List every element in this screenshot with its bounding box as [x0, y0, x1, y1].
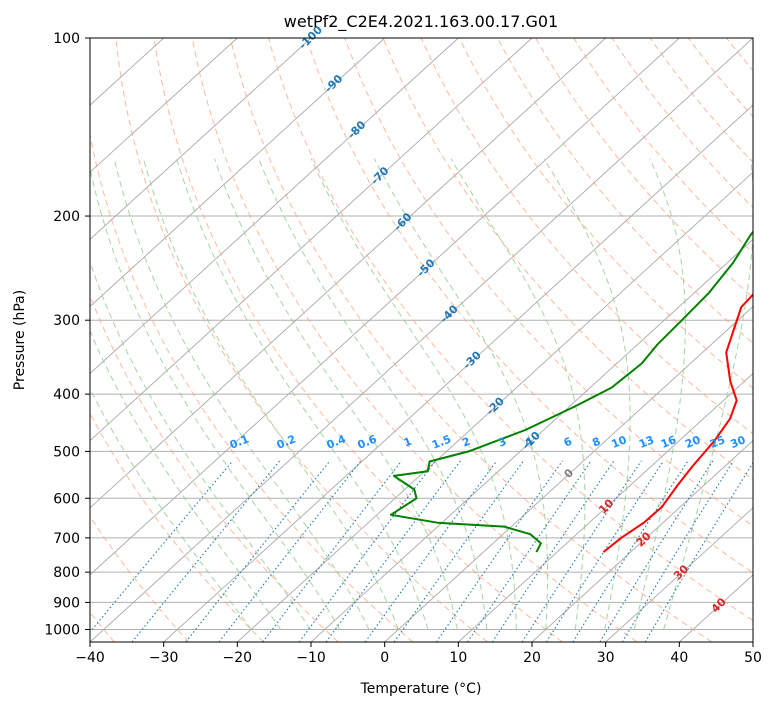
mixing-ratio-label-16: 16: [659, 433, 678, 451]
isotherm--50: [90, 38, 680, 576]
dry-adiabat-90: [420, 38, 753, 435]
mixing-ratio-label-1: 1: [402, 435, 414, 450]
y-tick-label-900: 900: [53, 595, 80, 611]
dry-adiabat-0: [90, 132, 414, 642]
x-tick-label--20: −20: [223, 650, 253, 666]
mixing-ratio-label-10: 10: [610, 433, 629, 451]
isotherm--110: [90, 38, 238, 173]
mixing-ratio-line-10: [491, 460, 615, 642]
mixing-ratio-line-0.2: [131, 460, 281, 642]
moist-adiabat--8: [90, 166, 340, 630]
x-tick-label--40: −40: [75, 650, 105, 666]
mixing-ratio-line-3: [364, 460, 498, 642]
moist-adiabat-32: [633, 158, 686, 630]
isotherm-30: [605, 507, 753, 642]
x-tick-label-30: 30: [597, 650, 615, 666]
moist-adiabat--4: [113, 158, 370, 630]
dry-adiabat-70: [344, 38, 753, 527]
isotherm--40: [90, 38, 753, 642]
y-tick-label-700: 700: [53, 531, 80, 547]
isotherm--100: [90, 38, 312, 240]
isotherm--60: [90, 38, 607, 509]
dry-adiabat--20: [90, 412, 264, 642]
dry-adiabat--10: [90, 294, 339, 642]
mixing-ratio-label-2: 2: [460, 435, 472, 450]
data-layer: [389, 230, 753, 553]
y-tick-label-1000: 1000: [44, 622, 80, 638]
x-tick-label-50: 50: [744, 650, 762, 666]
mixing-ratio-line-2: [325, 460, 461, 642]
mixing-ratio-label-20: 20: [683, 433, 702, 451]
moist-adiabat-36: [663, 158, 753, 630]
x-axis-label: Temperature (°C): [360, 681, 482, 697]
moist-adiabat--20: [90, 387, 252, 630]
x-tick-label-20: 20: [523, 650, 541, 666]
moist-adiabat-16: [310, 158, 517, 630]
moist-adiabat-24: [450, 158, 586, 630]
y-tick-label-500: 500: [53, 444, 80, 460]
dry-adiabat-30: [191, 38, 638, 642]
isotherm--20: [236, 171, 753, 642]
mixing-ratio-label-8: 8: [590, 435, 602, 450]
moist-adiabat-4: [176, 158, 429, 630]
dry-adiabat-60: [306, 38, 753, 574]
isotherm--90: [90, 38, 386, 308]
isotherm-0: [384, 305, 753, 642]
axis-ticks: −40 −30 −20 −10 0 10 20 30 40 50 100 200 300 400 500 60…: [44, 31, 762, 666]
moist-adiabat--12: [90, 260, 311, 630]
isotherm--30: [163, 104, 753, 642]
mixing-ratio-label-25: 25: [708, 433, 727, 451]
isotherm-10: [457, 372, 753, 642]
mixing-ratio-label-30: 30: [728, 433, 747, 451]
mixing-ratio-label-3: 3: [496, 435, 508, 450]
mixing-ratio-line-13: [521, 460, 642, 642]
dry-adiabat-100: [458, 38, 753, 389]
y-tick-label-300: 300: [53, 313, 80, 329]
moist-adiabat--16: [90, 329, 282, 630]
y-tick-label-100: 100: [53, 31, 80, 47]
moist-adiabat-12: [258, 158, 488, 630]
dry-adiabat-150: [649, 38, 753, 164]
x-tick-label-40: 40: [670, 650, 688, 666]
mixing-ratio-line-8: [467, 460, 592, 642]
moist-adiabat-20: [373, 158, 549, 630]
isotherm-20: [531, 440, 753, 642]
mixing-ratio-line-6: [435, 460, 563, 642]
mixing-ratio-line-1.5: [298, 460, 437, 642]
plot-frame: [89, 37, 754, 643]
mixing-ratio-line-30: [621, 460, 734, 642]
mixing-ratio-line-4: [393, 460, 524, 642]
x-tick-label-10: 10: [449, 650, 467, 666]
x-tick-label--30: −30: [149, 650, 179, 666]
mixing-ratio-label-13: 13: [637, 433, 656, 451]
mixing-ratio-line-0.4: [185, 460, 331, 642]
moist-adiabat-8: [214, 158, 458, 630]
dry-adiabat-110: [496, 38, 753, 344]
y-tick-label-400: 400: [53, 387, 80, 403]
temperature-line: [602, 293, 753, 553]
x-tick-label-0: 0: [380, 650, 389, 666]
isotherm--80: [90, 38, 459, 375]
moist-adiabat-0: [143, 158, 399, 630]
grid-layer: [90, 38, 753, 642]
isotherm--70: [90, 38, 533, 442]
dry-adiabat-20: [153, 38, 563, 642]
mixing-ratio-line-0.1: [90, 460, 234, 633]
dry-adiabat-120: [535, 38, 753, 299]
y-tick-label-200: 200: [53, 209, 80, 225]
dewpoint-line: [389, 230, 753, 553]
y-tick-label-600: 600: [53, 491, 80, 507]
x-tick-label--10: −10: [296, 650, 326, 666]
chart-title: wetPf2_C2E4.2021.163.00.17.G01: [284, 12, 558, 32]
y-axis-label: Pressure (hPa): [12, 290, 28, 390]
isotherm--10: [310, 238, 753, 642]
y-tick-label-800: 800: [53, 565, 80, 581]
moist-adiabat-28: [543, 158, 631, 630]
mixing-ratio-line-36: [644, 461, 753, 642]
dry-adiabat-130: [573, 38, 753, 254]
dry-adiabat-40: [229, 38, 712, 642]
